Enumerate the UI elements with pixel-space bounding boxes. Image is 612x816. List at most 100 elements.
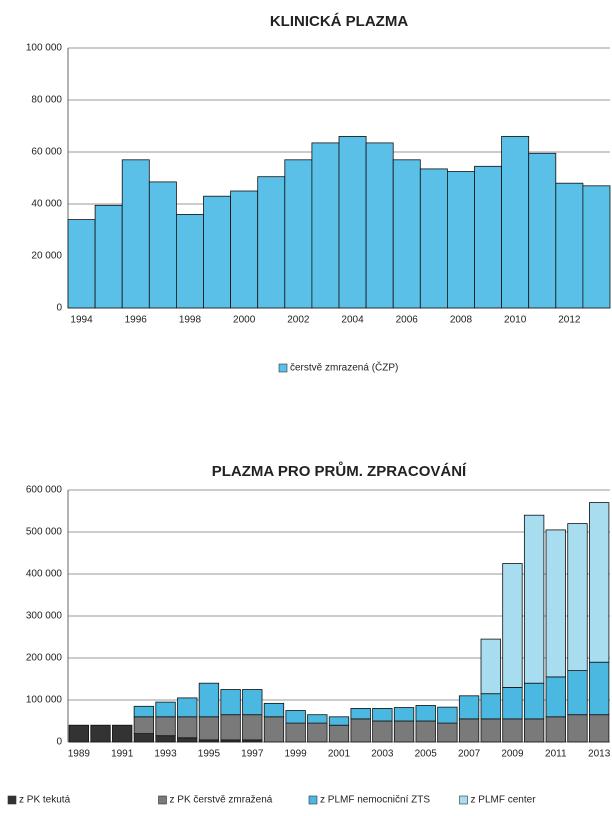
bar <box>220 689 241 716</box>
chart-title: PLAZMA PRO PRŮM. ZPRACOVÁNÍ <box>212 461 467 480</box>
bar <box>446 171 475 309</box>
bar <box>458 718 480 743</box>
y-tick-label: 100 000 <box>26 43 63 54</box>
y-tick-label: 100 000 <box>26 695 63 706</box>
y-tick-label: 0 <box>56 737 62 748</box>
bar <box>307 714 328 724</box>
bar <box>555 182 584 309</box>
legend-label: z PLMF nemocniční ZTS <box>320 795 430 806</box>
bar <box>415 705 436 722</box>
bar <box>177 716 198 739</box>
bar <box>415 720 436 743</box>
bar <box>523 718 545 743</box>
bar <box>567 523 588 671</box>
bar <box>198 716 220 741</box>
bar <box>307 722 328 743</box>
bar <box>328 716 350 726</box>
bar <box>242 689 263 716</box>
bar <box>480 693 501 720</box>
bar <box>372 708 393 722</box>
y-tick-label: 400 000 <box>26 569 63 580</box>
bar <box>198 682 220 718</box>
x-tick-label: 1994 <box>70 315 93 326</box>
bar <box>121 159 150 309</box>
x-tick-label: 1998 <box>179 315 202 326</box>
x-tick-label: 2006 <box>396 315 419 326</box>
x-tick-label: 1995 <box>198 749 221 760</box>
bar <box>480 638 501 695</box>
bar <box>528 152 557 309</box>
y-tick-label: 600 000 <box>26 485 63 496</box>
bar <box>480 718 501 743</box>
bar <box>350 718 371 743</box>
x-tick-label: 2002 <box>287 315 310 326</box>
bar <box>263 716 285 743</box>
bar <box>112 724 133 743</box>
x-tick-label: 1991 <box>111 749 134 760</box>
bar <box>148 181 177 309</box>
bar <box>393 707 415 722</box>
bar <box>372 720 393 743</box>
bar <box>263 702 285 718</box>
legend-swatch <box>7 795 17 805</box>
bar <box>133 733 155 743</box>
x-tick-label: 2013 <box>588 749 611 760</box>
bar <box>589 661 610 716</box>
bar <box>350 708 371 720</box>
bar <box>545 676 566 718</box>
legend-swatch <box>459 795 468 805</box>
x-tick-label: 2011 <box>545 749 567 760</box>
bar <box>501 135 530 309</box>
bar <box>67 219 96 309</box>
bar <box>175 213 204 309</box>
bar <box>230 190 259 309</box>
legend-swatch <box>278 363 288 373</box>
y-tick-label: 200 000 <box>26 653 63 664</box>
bar <box>502 563 523 688</box>
x-tick-label: 2012 <box>558 315 581 326</box>
bar <box>392 159 421 309</box>
x-tick-label: 2005 <box>415 749 438 760</box>
x-tick-label: 2009 <box>501 749 524 760</box>
legend-label: z PLMF center <box>471 795 537 806</box>
x-tick-label: 2004 <box>341 315 364 326</box>
x-tick-label: 1989 <box>68 749 91 760</box>
bar <box>220 714 241 741</box>
x-tick-label: 1997 <box>241 749 264 760</box>
y-tick-label: 20 000 <box>31 251 62 262</box>
bar <box>177 697 198 718</box>
x-tick-label: 2003 <box>371 749 394 760</box>
x-tick-label: 1993 <box>154 749 177 760</box>
bar <box>545 529 566 678</box>
x-tick-label: 2000 <box>233 315 256 326</box>
bar <box>502 687 523 720</box>
x-tick-label: 2008 <box>450 315 473 326</box>
legend-label: z PK tekutá <box>19 795 71 806</box>
bar <box>155 735 176 743</box>
bar <box>582 185 611 309</box>
y-tick-label: 60 000 <box>31 147 62 158</box>
x-tick-label: 2010 <box>504 315 527 326</box>
bar <box>133 716 155 734</box>
x-tick-label: 1996 <box>125 315 148 326</box>
legend-label: čerstvě zmrazená (ČZP) <box>290 361 398 374</box>
bar <box>523 514 545 684</box>
bar <box>474 165 503 309</box>
bar <box>285 722 306 743</box>
x-tick-label: 2001 <box>328 749 351 760</box>
bar <box>502 718 523 743</box>
bar <box>545 716 566 743</box>
bar <box>567 714 588 743</box>
bar <box>90 724 111 743</box>
y-tick-label: 80 000 <box>31 95 62 106</box>
legend-label: z PK čerstvě zmražená <box>170 795 273 806</box>
bar <box>328 724 350 743</box>
bar <box>203 195 232 309</box>
x-tick-label: 1999 <box>285 749 308 760</box>
bar <box>589 714 610 743</box>
bar <box>523 682 545 720</box>
x-tick-label: 2007 <box>458 749 481 760</box>
bar <box>155 701 176 718</box>
bar <box>567 670 588 716</box>
